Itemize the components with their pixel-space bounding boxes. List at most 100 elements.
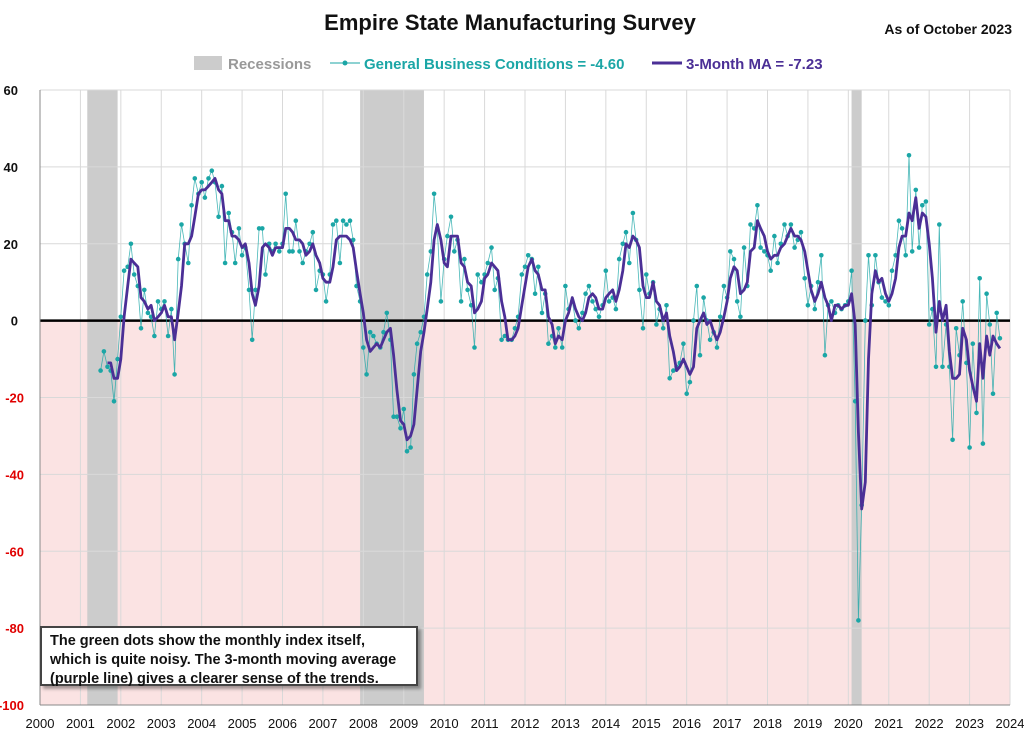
x-tick-label: 2021 [874, 716, 903, 731]
general-business-conditions-point [664, 303, 669, 308]
general-business-conditions-point [903, 253, 908, 258]
general-business-conditions-point [630, 210, 636, 216]
general-business-conditions-point [239, 253, 245, 258]
general-business-conditions-point [313, 287, 319, 293]
general-business-conditions-point [398, 426, 403, 431]
general-business-conditions-point [805, 303, 811, 308]
general-business-conditions-point [637, 287, 642, 293]
general-business-conditions-point [822, 352, 828, 358]
general-business-conditions-point [350, 237, 356, 243]
general-business-conditions-point [926, 322, 932, 327]
general-business-conditions-point [728, 249, 733, 254]
general-business-conditions-point [499, 337, 504, 343]
general-business-conditions-point [775, 260, 780, 266]
general-business-conditions-point [142, 287, 147, 293]
x-tick-label: 2020 [834, 716, 863, 731]
y-tick-label: -80 [5, 621, 24, 636]
x-tick-label: 2015 [632, 716, 661, 731]
general-business-conditions-point [937, 222, 942, 227]
general-business-conditions-point [401, 406, 407, 412]
general-business-conditions-point [347, 218, 353, 223]
general-business-conditions-point [277, 249, 282, 254]
general-business-conditions-point [788, 222, 794, 227]
general-business-conditions-point [883, 299, 888, 304]
annotation-text: The green dots show the monthly index it… [50, 633, 397, 687]
annotation-box: The green dots show the monthly index it… [40, 626, 418, 687]
general-business-conditions-point [553, 345, 558, 350]
general-business-conditions-point [731, 256, 737, 262]
general-business-conditions-point [863, 318, 868, 323]
x-tick-label: 2004 [187, 716, 216, 731]
general-business-conditions-point [829, 299, 834, 304]
general-business-conditions-point [411, 372, 417, 377]
general-business-conditions-point [310, 229, 316, 235]
y-tick-label: 40 [4, 160, 18, 175]
general-business-conditions-point [627, 260, 632, 266]
x-tick-label: 2018 [753, 716, 782, 731]
general-business-conditions-point [172, 372, 177, 377]
general-business-conditions-point [115, 356, 120, 362]
general-business-conditions-point [660, 326, 666, 331]
general-business-conditions-point [758, 245, 763, 250]
general-business-conditions-line [100, 155, 1001, 621]
axes [39, 90, 1010, 706]
general-business-conditions-point [620, 241, 626, 247]
general-business-conditions-point [246, 287, 252, 293]
general-business-conditions-point [654, 322, 659, 327]
general-business-conditions-point [681, 341, 686, 347]
general-business-conditions-point [519, 272, 525, 277]
general-business-conditions-point [694, 283, 700, 289]
x-tick-label: 2019 [793, 716, 822, 731]
general-business-conditions-point [472, 345, 477, 350]
general-business-conditions-point [165, 333, 171, 339]
general-business-conditions-point [105, 364, 110, 370]
general-business-conditions-point [175, 256, 181, 262]
general-business-conditions-point [452, 249, 457, 254]
general-business-conditions-point [287, 249, 292, 254]
y-tick-label: 20 [4, 237, 18, 252]
general-business-conditions-point [671, 368, 676, 373]
general-business-conditions-point [256, 226, 262, 231]
general-business-conditions-point [782, 222, 787, 227]
x-tick-label: 2005 [228, 716, 257, 731]
general-business-conditions-point [603, 268, 609, 274]
x-tick-label: 2006 [268, 716, 297, 731]
general-business-conditions-point [431, 191, 437, 197]
general-business-conditions-point [525, 253, 531, 258]
moving-average-path [107, 176, 1002, 511]
general-business-conditions-point [462, 256, 467, 262]
general-business-conditions-point [222, 260, 228, 266]
general-business-conditions-point [344, 222, 349, 227]
general-business-conditions-point [748, 222, 753, 227]
general-business-conditions-point [616, 256, 622, 262]
general-business-conditions-point [283, 191, 289, 197]
general-business-conditions-point [438, 299, 444, 304]
general-business-conditions-point [307, 241, 312, 247]
general-business-conditions-point [492, 287, 498, 293]
general-business-conditions-point [131, 272, 137, 277]
general-business-conditions-point [202, 195, 208, 200]
general-business-conditions-point [101, 349, 107, 354]
general-business-conditions-point [249, 337, 255, 343]
general-business-conditions-point [573, 318, 578, 323]
general-business-conditions-point [475, 272, 481, 277]
general-business-conditions-point [334, 218, 339, 223]
general-business-conditions-point [812, 306, 818, 312]
general-business-conditions-point [169, 306, 174, 312]
general-business-conditions-point [707, 337, 713, 343]
general-business-conditions-point [361, 345, 366, 350]
y-tick-label: -60 [5, 544, 24, 559]
general-business-conditions-point [768, 268, 773, 274]
general-business-conditions-point [714, 345, 720, 350]
date-note: As of October 2023 [884, 21, 1012, 37]
general-business-conditions-point [889, 268, 895, 274]
general-business-conditions-point [216, 214, 221, 220]
general-business-conditions-point [414, 341, 420, 347]
general-business-conditions-point [798, 229, 804, 235]
general-business-conditions-point [815, 279, 821, 285]
general-business-conditions-point [162, 299, 167, 304]
general-business-conditions-point [512, 326, 518, 331]
general-business-conditions-point [987, 322, 993, 327]
general-business-conditions-point [273, 241, 278, 247]
